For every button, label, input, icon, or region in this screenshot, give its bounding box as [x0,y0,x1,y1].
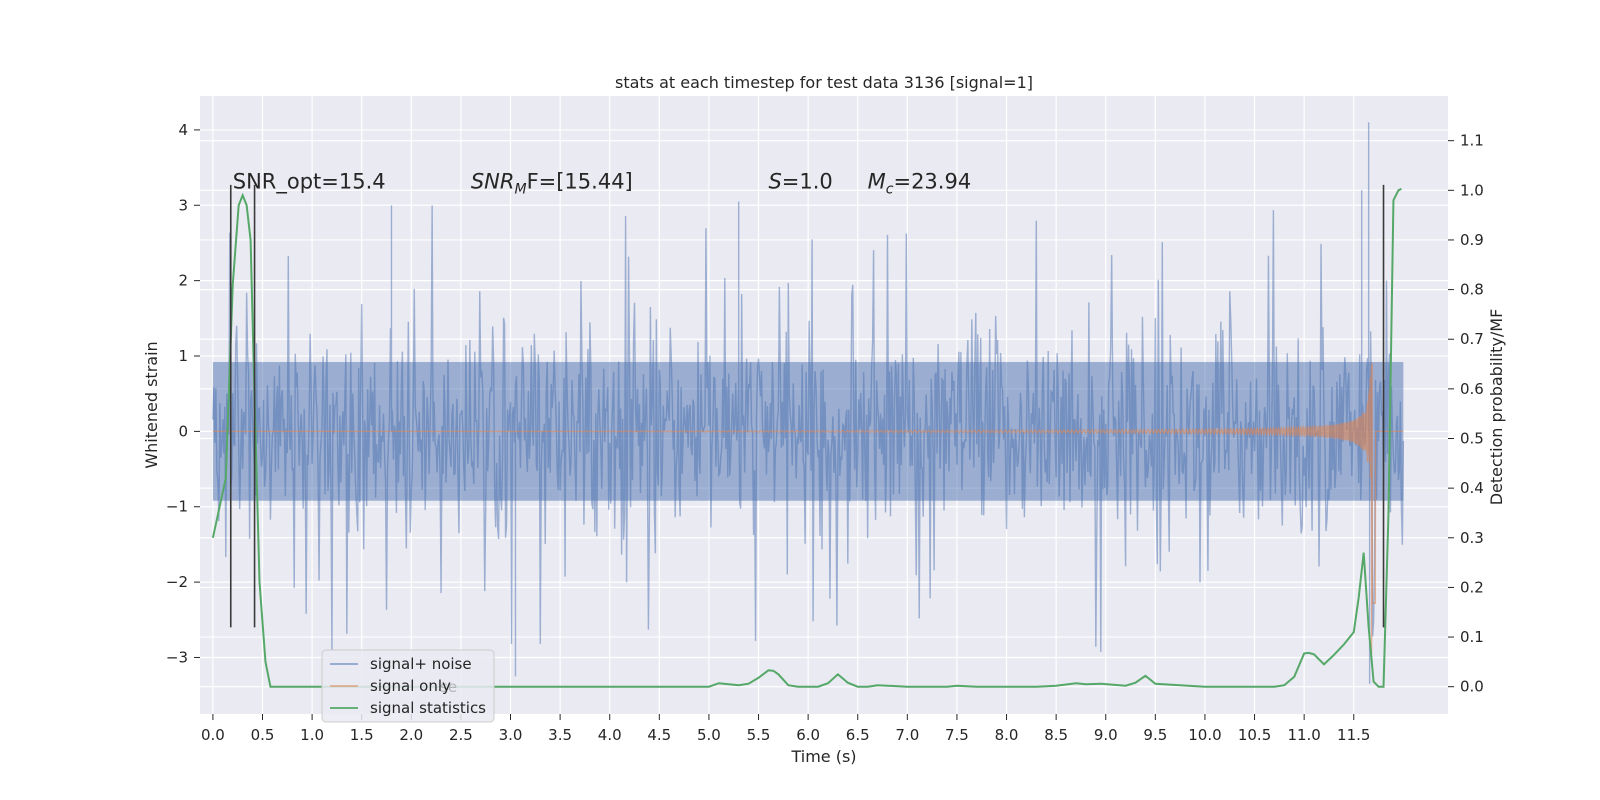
x-tick-label: 7.5 [945,726,969,744]
y-right-tick-label: 0.6 [1460,380,1484,398]
y-right-tick-label: 0.4 [1460,479,1484,497]
y-tick-label: −2 [166,573,188,591]
x-tick-label: 0.0 [201,726,225,744]
x-tick-label: 5.0 [697,726,721,744]
x-tick-label: 11.0 [1287,726,1320,744]
y-right-tick-label: 0.8 [1460,281,1484,299]
x-tick-label: 6.5 [846,726,870,744]
x-tick-label: 7.0 [895,726,919,744]
vertical-lines [229,184,1385,628]
y-tick-label: −1 [166,498,188,516]
y-right-axis-label: Detection probability/MF [1487,309,1506,506]
series-signal-statistics-line [211,187,1402,688]
annotation-symbol: S [768,169,781,193]
x-tick-label: 8.5 [1044,726,1068,744]
annotation-symbol: M [868,169,886,193]
y-right-tick-label: 1.1 [1460,132,1484,150]
x-tick-label: 2.0 [399,726,423,744]
annotation-value: =1.0 [782,169,833,193]
legend-label: signal only [370,677,451,695]
x-tick-label: 2.5 [449,726,473,744]
chart-title: stats at each timestep for test data 313… [615,73,1033,92]
x-tick-label: 1.0 [300,726,324,744]
y-right-tick-label: 0.1 [1460,628,1484,646]
y-tick-label: 4 [178,121,188,139]
y-right-tick-label: 0.0 [1460,678,1484,696]
x-axis-label: Time (s) [790,747,856,766]
y-right-tick-label: 0.5 [1460,430,1484,448]
y-tick-label: 1 [178,347,188,365]
y-right-tick-label: 0.7 [1460,330,1484,348]
annotations: SNR_opt=15.4 SNRMF=[15.44] S=1.0 Mc=23.94 [233,169,971,197]
legend-label: signal+ noise [370,655,472,673]
legend: se signal+ noise signal only signal statist… [321,649,495,723]
x-tick-label: 10.0 [1188,726,1221,744]
annotation-subscript: c [886,181,894,197]
annotation-symbol: SNR [471,169,515,193]
series-layer [211,122,1405,688]
legend-label: signal statistics [370,699,486,717]
x-tick-label: 1.5 [350,726,374,744]
y-right-tick-label: 0.9 [1460,231,1484,249]
legend-ghost-text: se [440,678,457,696]
y-tick-label: 3 [178,196,188,214]
annotation-2: SNRMF=[15.44] [471,169,633,197]
x-tick-label: 4.5 [647,726,671,744]
y-right-tick-label: 1.0 [1460,181,1484,199]
y-right-tick-label: 0.2 [1460,578,1484,596]
annotation-1: SNR_opt=15.4 [233,169,386,194]
y-right-tick-label: 0.3 [1460,529,1484,547]
x-tick-label: 3.0 [499,726,523,744]
y-tick-label: −3 [166,648,188,666]
series-signal-only-line [212,362,1404,654]
x-tick-label: 3.5 [548,726,572,744]
x-tick-label: 8.0 [995,726,1019,744]
y-axis-label: Whitened strain [142,341,161,468]
legend-box [321,649,495,723]
x-tick-label: 0.5 [251,726,275,744]
x-tick-label: 6.0 [796,726,820,744]
y-tick-label: 0 [178,422,188,440]
series-signal-noise-line [212,122,1405,684]
ticks: 0.0 0.5 1.0 1.5 2.0 2.5 3.0 3.5 4.0 4.5 5.0 5.5 6.0 6… [166,121,1484,744]
x-tick-label: 10.5 [1238,726,1271,744]
x-tick-label: 4.0 [598,726,622,744]
annotation-subscript: M [514,181,526,197]
x-tick-label: 9.0 [1094,726,1118,744]
x-tick-label: 5.5 [747,726,771,744]
annotation-value: F=[15.44] [527,169,633,193]
y-tick-label: 2 [178,272,188,290]
annotation-value: =23.94 [893,169,971,193]
x-tick-label: 11.5 [1337,726,1370,744]
annotation-4: Mc=23.94 [868,169,972,197]
x-tick-label: 9.5 [1143,726,1167,744]
annotation-3: S=1.0 [768,169,832,193]
